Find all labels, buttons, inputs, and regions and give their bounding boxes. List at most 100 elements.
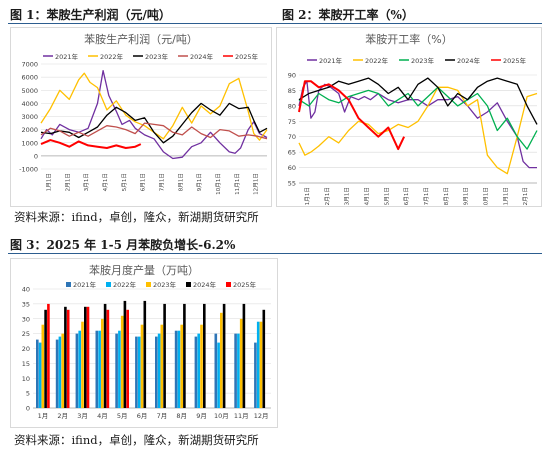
- x-tick-label: 3月1日: [83, 173, 90, 191]
- bar: [86, 306, 90, 408]
- y-tick-label: 5000: [21, 87, 38, 95]
- legend-swatch: [186, 282, 191, 287]
- x-tick-label: 11月1日: [502, 187, 509, 206]
- x-tick-label: 6月1日: [140, 173, 147, 191]
- bar: [222, 303, 226, 408]
- x-tick-label: 5月1日: [121, 173, 128, 191]
- y-tick-label: 60: [288, 164, 296, 172]
- y-tick-label: 5: [26, 390, 30, 398]
- y-tick-label: 85: [288, 87, 296, 95]
- bar: [123, 300, 127, 408]
- x-tick-label: 9月1日: [463, 187, 470, 205]
- bar: [157, 333, 161, 408]
- bar: [66, 309, 70, 408]
- legend-label: 2025年: [233, 280, 257, 289]
- bar: [160, 324, 164, 408]
- bar: [256, 321, 260, 408]
- x-tick-label: 8月1日: [443, 187, 450, 205]
- series-line-2023年: [40, 102, 268, 144]
- series-line-2022年: [298, 86, 538, 175]
- y-tick-label: 2000: [21, 126, 38, 134]
- x-tick-label: 9月: [196, 412, 207, 420]
- legend-label: 2025年: [235, 52, 259, 61]
- bar: [55, 339, 59, 408]
- bar: [220, 312, 223, 408]
- series-line-2021年: [298, 80, 537, 169]
- bar: [234, 333, 237, 408]
- legend-label: 2023年: [145, 52, 169, 61]
- x-tick-label: 5月1日: [383, 187, 390, 205]
- series-line-2023年: [298, 86, 538, 150]
- bar: [44, 309, 47, 408]
- legend-label: 2024年: [190, 52, 214, 61]
- bar: [177, 330, 181, 408]
- legend-label: 2024年: [193, 280, 217, 289]
- bar: [38, 342, 42, 408]
- bar: [120, 315, 124, 408]
- bar: [78, 330, 81, 408]
- series-line-2024年: [40, 122, 268, 140]
- legend-label: 2022年: [100, 52, 124, 61]
- y-tick-label: 10: [22, 375, 30, 383]
- bar: [98, 330, 101, 408]
- bar: [237, 333, 240, 408]
- x-tick-label: 11月: [234, 412, 249, 420]
- bar: [262, 309, 266, 408]
- y-tick-label: 70: [288, 133, 296, 141]
- bar: [95, 330, 99, 408]
- y-tick-label: 90: [288, 72, 296, 80]
- legend-label: 2024年: [457, 56, 481, 65]
- x-tick-label: 4月1日: [102, 173, 109, 191]
- x-tick-label: 4月: [97, 412, 108, 420]
- x-tick-label: 10月1日: [482, 187, 489, 206]
- bar: [259, 321, 263, 408]
- bar: [242, 303, 246, 408]
- utilization-chart: 苯胺开工率（%） 2021年 2022年 2023年 2024年 2025年 55 60 65 7…: [288, 32, 538, 206]
- x-tick-label: 6月: [137, 412, 148, 420]
- bar: [155, 336, 158, 408]
- y-tick-label: 0: [26, 405, 30, 413]
- bar: [140, 324, 144, 408]
- y-tick-label: 80: [288, 102, 296, 110]
- legend-label: 2022年: [365, 56, 389, 65]
- y-tick-label: -1000: [19, 166, 38, 174]
- bar: [64, 306, 67, 408]
- y-tick-label: 7000: [21, 61, 38, 69]
- y-tick-label: 40: [22, 286, 30, 294]
- legend-swatch: [226, 282, 231, 287]
- x-tick-label: 5月: [117, 412, 128, 420]
- bar: [163, 303, 166, 408]
- x-tick-label: 4月1日: [363, 187, 370, 205]
- x-tick-label: 2月1日: [64, 173, 71, 191]
- legend-label: 2021年: [55, 52, 79, 61]
- x-tick-label: 12月1日: [253, 173, 260, 195]
- series-line-2025年: [40, 139, 142, 149]
- bar: [214, 333, 218, 408]
- bar: [103, 303, 107, 408]
- x-tick-label: 7月1日: [423, 187, 430, 205]
- series-line-2021年: [40, 69, 268, 160]
- legend-label: 2023年: [411, 56, 435, 65]
- bar: [183, 303, 186, 408]
- bar: [200, 324, 203, 408]
- y-tick-label: 20: [22, 345, 30, 353]
- x-tick-label: 12月: [254, 412, 269, 420]
- y-tick-label: 75: [288, 118, 296, 126]
- bar: [61, 333, 64, 408]
- bar: [197, 333, 200, 408]
- bar: [115, 333, 118, 408]
- x-tick-label: 7月1日: [158, 173, 165, 191]
- x-tick-label: 8月1日: [177, 173, 184, 191]
- y-tick-label: 6000: [21, 74, 38, 82]
- bar: [203, 303, 206, 408]
- y-tick-label: 3000: [21, 113, 38, 121]
- legend-swatch: [146, 282, 151, 287]
- x-tick-label: 3月: [77, 412, 88, 420]
- legend-label: 2023年: [153, 280, 177, 289]
- bar: [101, 318, 104, 409]
- x-tick-label: 7月: [157, 412, 168, 420]
- legend-swatch: [66, 282, 71, 287]
- profit-chart: 苯胺生产利润（元/吨） 2021年 2022年 2023年 2024年 2025年 -100…: [19, 32, 268, 195]
- legend-label: 2021年: [73, 280, 97, 289]
- bar: [84, 306, 87, 408]
